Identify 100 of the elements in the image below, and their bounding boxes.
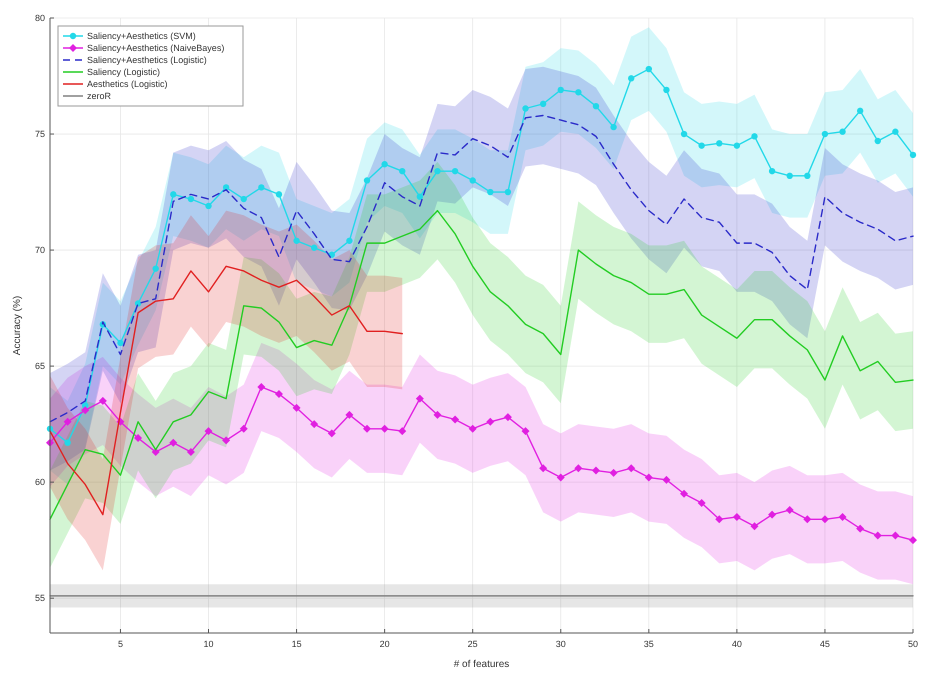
point xyxy=(152,265,159,272)
point xyxy=(662,476,670,484)
x-tick-label: 50 xyxy=(908,639,918,649)
point xyxy=(839,128,846,135)
x-tick-label: 30 xyxy=(556,639,566,649)
point xyxy=(715,515,724,524)
point xyxy=(716,140,722,147)
x-tick-label: 40 xyxy=(732,639,742,649)
point xyxy=(170,191,176,198)
point xyxy=(804,172,811,180)
point xyxy=(310,420,318,428)
point xyxy=(504,188,512,196)
point xyxy=(698,142,705,149)
point xyxy=(240,424,248,433)
point xyxy=(451,415,460,424)
point xyxy=(838,512,847,521)
point xyxy=(134,434,142,442)
point xyxy=(169,438,178,447)
point xyxy=(874,532,882,540)
y-axis-title: Accuracy (%) xyxy=(12,296,23,356)
point xyxy=(434,168,441,174)
point xyxy=(786,506,794,514)
point xyxy=(680,490,688,498)
point xyxy=(240,196,247,202)
legend-label: Saliency+Aesthetics (Logistic) xyxy=(87,55,207,65)
point xyxy=(592,102,600,110)
point xyxy=(627,464,636,472)
point xyxy=(222,436,230,444)
point xyxy=(416,394,424,403)
point xyxy=(556,474,565,482)
point xyxy=(610,124,617,130)
point xyxy=(646,66,652,72)
point xyxy=(522,105,529,112)
x-tick-label: 20 xyxy=(380,639,390,649)
point xyxy=(345,410,354,419)
point xyxy=(204,427,213,436)
y-tick-label: 70 xyxy=(34,245,45,256)
legend-label: Saliency (Logistic) xyxy=(87,67,160,77)
legend-label: Saliency+Aesthetics (SVM) xyxy=(87,31,196,41)
point xyxy=(292,404,301,412)
y-tick-label: 60 xyxy=(34,477,45,488)
point xyxy=(276,191,282,198)
x-tick-label: 45 xyxy=(820,639,830,649)
line-series xyxy=(49,114,914,423)
point xyxy=(469,177,476,184)
point xyxy=(698,499,706,508)
x-tick-label: 5 xyxy=(118,639,123,649)
point xyxy=(452,168,458,174)
legend-label: Saliency+Aesthetics (NaiveBayes) xyxy=(87,43,224,53)
x-tick-label: 25 xyxy=(468,639,478,649)
x-tick-label: 35 xyxy=(644,639,654,649)
point xyxy=(98,396,107,405)
point xyxy=(628,75,634,82)
point xyxy=(346,238,353,244)
legend-label: Aesthetics (Logistic) xyxy=(87,79,168,89)
y-tick-label: 55 xyxy=(34,593,45,604)
point xyxy=(539,464,548,472)
point xyxy=(874,138,881,144)
x-tick-label: 10 xyxy=(204,639,214,649)
point xyxy=(328,429,336,438)
y-tick-label: 75 xyxy=(34,129,45,140)
point xyxy=(310,244,318,251)
point xyxy=(398,427,406,436)
point xyxy=(909,536,917,544)
point xyxy=(892,128,899,135)
x-tick-label: 15 xyxy=(292,639,302,649)
point xyxy=(522,427,530,436)
point xyxy=(558,86,564,94)
point xyxy=(822,130,828,138)
point xyxy=(751,133,758,140)
point xyxy=(540,100,546,108)
point xyxy=(258,184,265,191)
point xyxy=(750,522,758,530)
point xyxy=(64,418,72,426)
point xyxy=(786,172,793,180)
point xyxy=(64,440,71,446)
point xyxy=(152,448,160,456)
y-tick-label: 65 xyxy=(34,361,45,372)
point xyxy=(81,406,90,414)
point xyxy=(468,424,477,433)
point xyxy=(856,524,864,533)
point xyxy=(364,177,370,184)
point xyxy=(663,86,670,94)
point xyxy=(732,512,741,521)
point xyxy=(610,468,618,477)
point xyxy=(575,89,582,96)
x-axis-title: # of features xyxy=(454,659,510,670)
point xyxy=(416,194,424,200)
point xyxy=(293,238,300,244)
point xyxy=(734,142,740,149)
point xyxy=(186,448,195,456)
point xyxy=(363,424,372,433)
point xyxy=(486,418,494,426)
point xyxy=(768,168,776,174)
point xyxy=(592,466,600,475)
point xyxy=(768,510,776,519)
point xyxy=(891,532,900,540)
point xyxy=(680,130,688,138)
point xyxy=(117,340,124,346)
line-series xyxy=(49,210,914,520)
